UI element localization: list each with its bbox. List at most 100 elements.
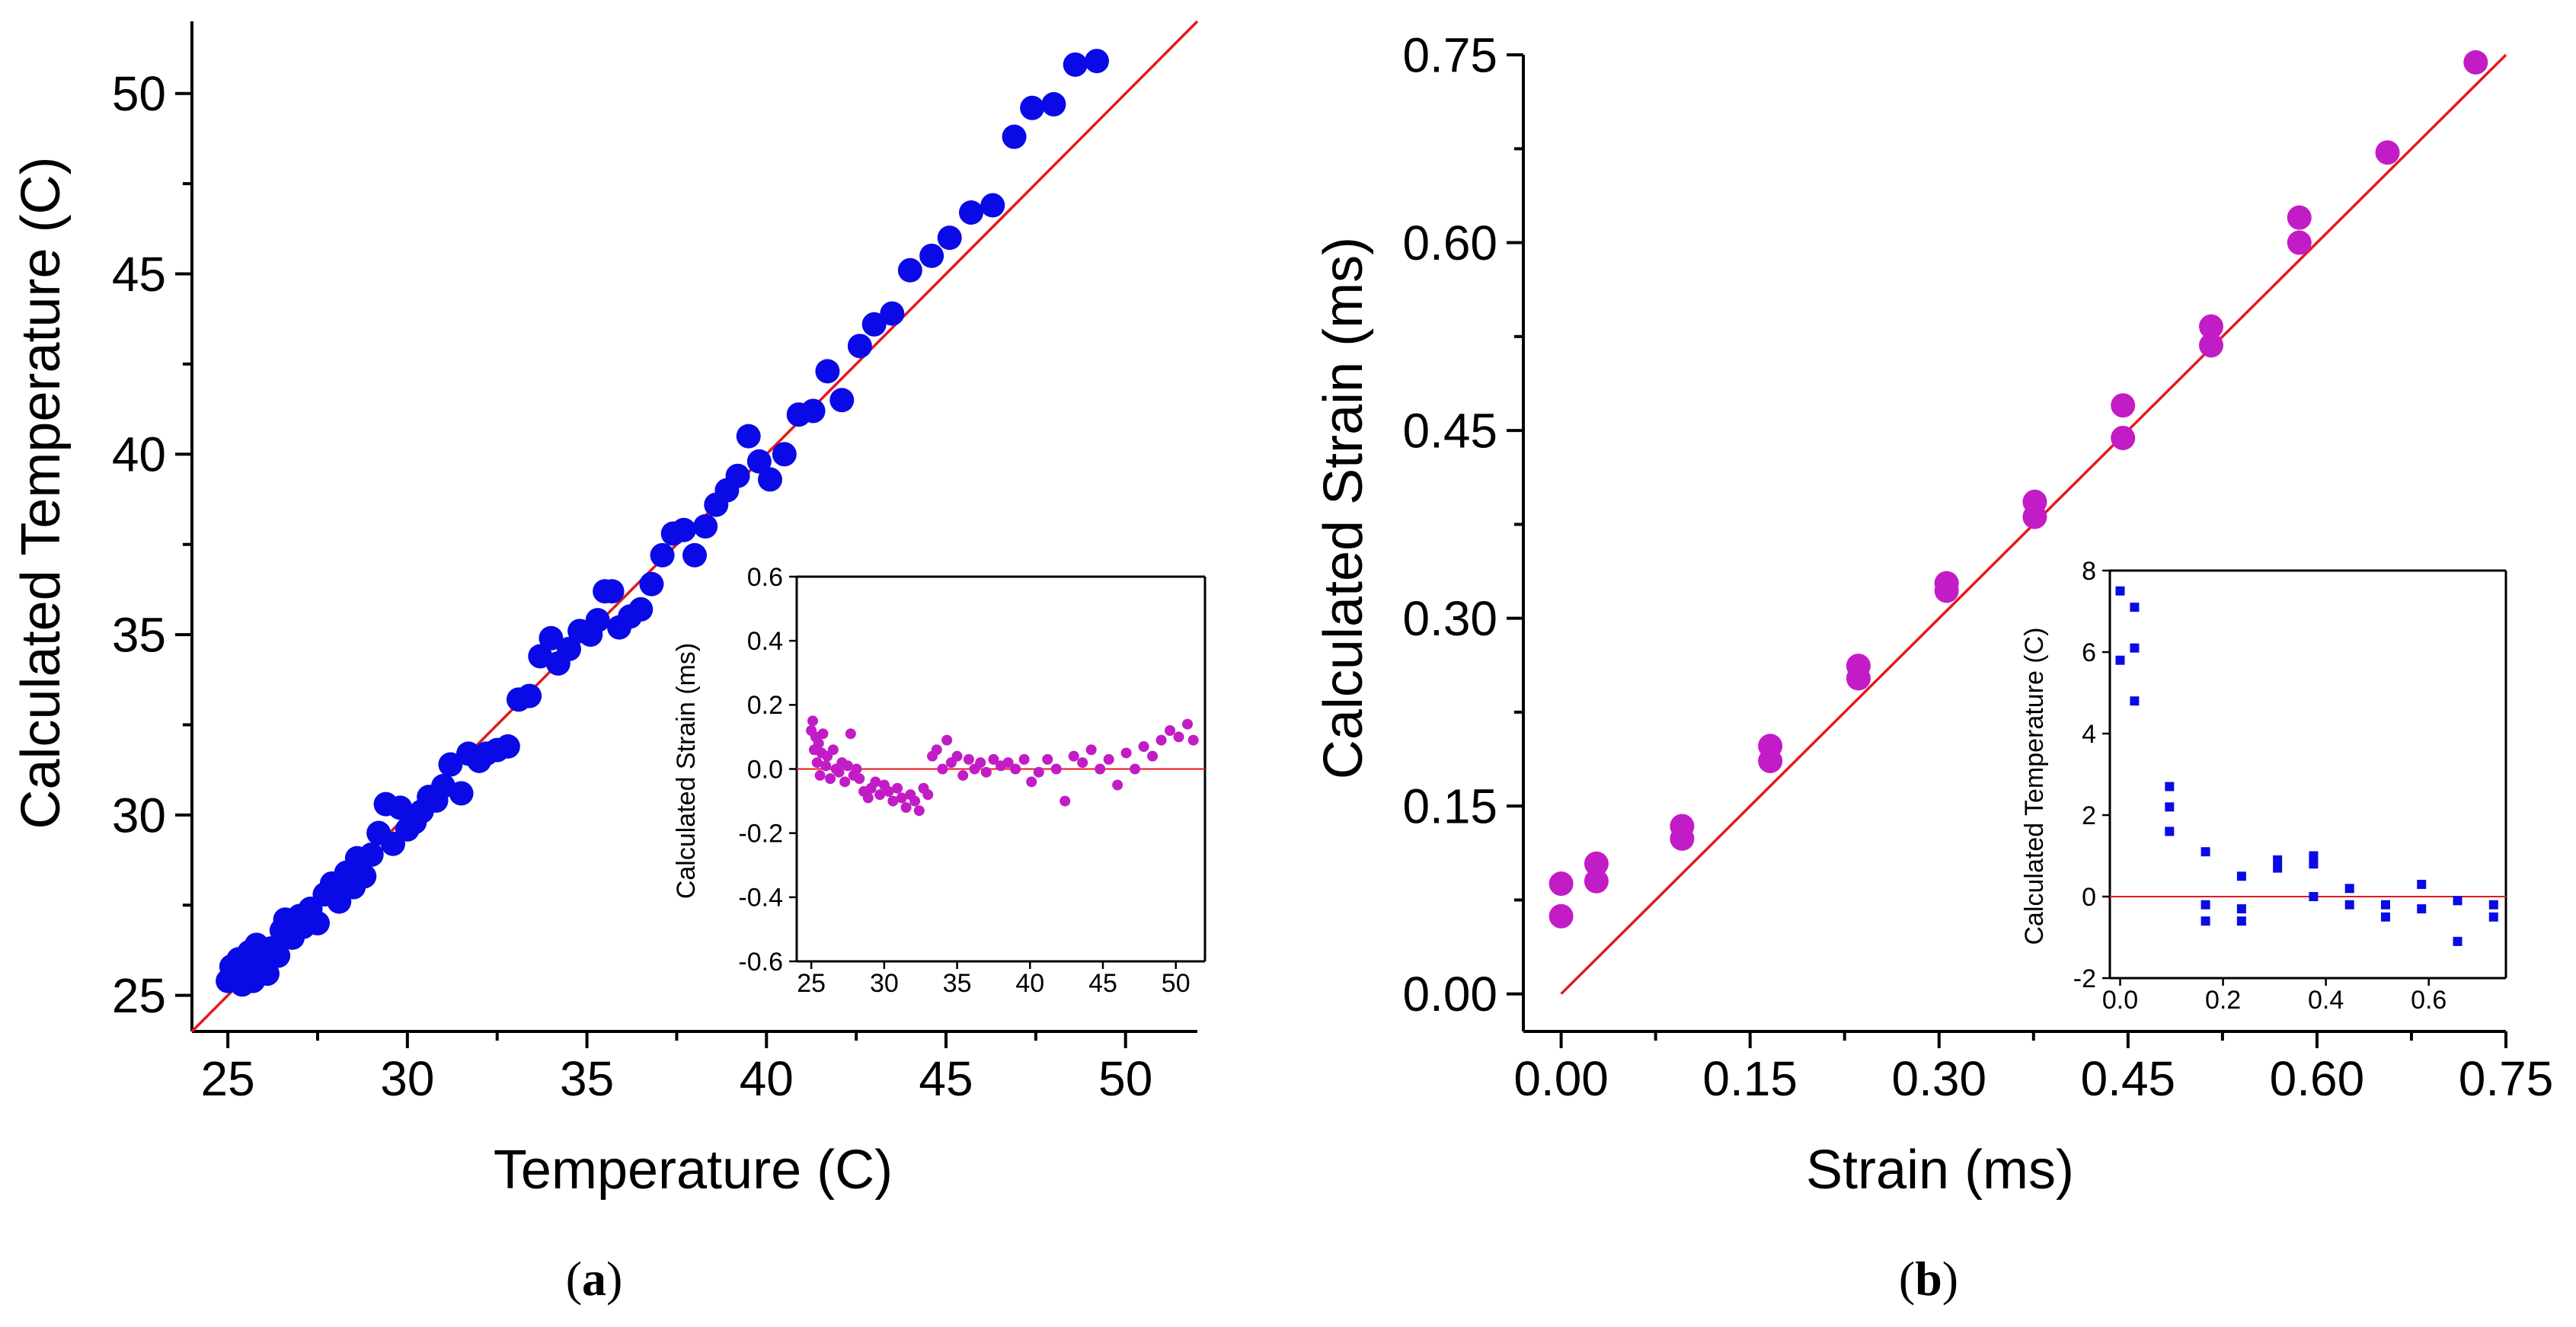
panel-a-y-tick-label: 40 — [112, 427, 166, 482]
inset-a-data-point — [839, 776, 851, 788]
inset-a-data-point — [883, 785, 894, 797]
panel-b-caption: (b) — [1899, 1252, 1958, 1306]
inset-a-data-point — [1026, 776, 1037, 788]
inset-a-x-tick-label: 40 — [1015, 969, 1044, 998]
inset-b-data-point — [2273, 855, 2283, 865]
inset-a-data-point — [1077, 757, 1088, 769]
panel-a-data-point — [305, 910, 330, 935]
inset-a-data-point — [870, 776, 881, 788]
panel-a-data-point — [1085, 49, 1109, 74]
panel-a-y-tick-label: 35 — [112, 607, 166, 662]
panel-b-data-point — [2111, 425, 2136, 450]
panel-a-data-point — [1041, 91, 1066, 117]
panel-a-x-tick-label: 50 — [1098, 1051, 1152, 1106]
inset-a-x-tick-label: 45 — [1088, 969, 1117, 998]
panel-a-y-tick-label: 50 — [112, 66, 166, 121]
inset-a-data-point — [842, 760, 853, 772]
inset-a-data-point — [820, 760, 832, 772]
inset-a-data-point — [854, 773, 865, 785]
panel-a-data-point — [937, 225, 962, 251]
panel-a-data-point — [693, 514, 718, 539]
panel-a-caption: (a) — [566, 1252, 623, 1306]
panel-a-data-point — [255, 961, 280, 986]
panel-a-data-point — [1063, 52, 1088, 77]
panel-a-data-point — [897, 257, 922, 283]
panel-a-data-point — [599, 579, 625, 604]
panel-a-caption-open: ( — [566, 1252, 582, 1306]
panel-a-data-point — [919, 243, 944, 268]
inset-b-data-point — [2380, 912, 2390, 922]
inset-b-x-tick-label: 0.2 — [2205, 986, 2241, 1015]
panel-b-data-point — [1758, 748, 1783, 773]
panel-a-data-point — [671, 517, 696, 542]
inset-a-y-tick-label: 0.2 — [747, 691, 783, 720]
panel-a-data-point — [758, 467, 782, 492]
inset-a-data-point — [817, 728, 829, 740]
inset-b-data-point — [2115, 586, 2125, 596]
inset-a-data-point — [825, 773, 836, 785]
inset-a-data-point — [941, 734, 953, 746]
inset-a-y-tick-label: -0.2 — [738, 820, 783, 849]
inset-a-data-point — [1103, 753, 1114, 765]
panel-b-x-tick-label: 0.45 — [2081, 1051, 2176, 1106]
inset-b-data-point — [2488, 912, 2498, 922]
panel-a-data-point — [628, 596, 654, 622]
panel-b-data-point — [1548, 903, 1574, 929]
panel-a-data-point — [1020, 95, 1045, 120]
panel-b-data-point — [1584, 851, 1609, 876]
inset-a-data-point — [1085, 744, 1097, 756]
inset-b-y-tick-label: -2 — [2073, 964, 2096, 993]
inset-a-data-point — [1182, 718, 1194, 730]
panel-a-data-point — [495, 734, 520, 759]
inset-a-data-point — [811, 757, 823, 769]
panel-a-data-point — [880, 301, 905, 326]
panel-b-xlabel: Strain (ms) — [1806, 1140, 2074, 1201]
panel-b-data-point — [1548, 871, 1574, 897]
panel-b-y-tick-label: 0.00 — [1402, 967, 1497, 1022]
panel-a-data-point — [847, 334, 872, 359]
panel-b-inset: Calculated Temperature (C) 0.0 0.2 0.4 0.6 8… — [2020, 557, 2507, 1015]
panel-b-data-point — [2111, 393, 2136, 418]
inset-a-data-point — [913, 805, 925, 817]
inset-a-data-point — [980, 766, 992, 778]
inset-a-y-tick-label: 0.6 — [747, 563, 783, 592]
panel-a-data-point — [449, 781, 474, 806]
inset-a-data-point — [951, 750, 963, 762]
panel-b-x-tick-label: 0.30 — [1891, 1051, 1986, 1106]
panel-b-y-tick-label: 0.30 — [1402, 591, 1497, 646]
panel-a-data-point — [266, 943, 291, 968]
inset-b-y-tick-label: 4 — [2082, 720, 2096, 749]
panel-b-data-point — [1934, 578, 1959, 603]
inset-b-x-tick-label: 0.0 — [2102, 986, 2138, 1015]
panel-a-data-point — [585, 608, 610, 633]
panel-b-y-tick-label: 0.15 — [1402, 779, 1497, 834]
inset-a-data-point — [1130, 763, 1141, 775]
inset-a-data-point — [1042, 753, 1053, 765]
panel-a-data-point — [682, 542, 707, 568]
inset-b-data-point — [2344, 884, 2354, 894]
inset-a-data-point — [851, 763, 862, 775]
panel-b-data-point — [1846, 666, 1871, 691]
inset-b-data-point — [2200, 916, 2210, 926]
panel-a-y-tick-label: 30 — [112, 788, 166, 843]
inset-b-data-point — [2200, 847, 2210, 857]
inset-a-data-point — [963, 753, 974, 765]
inset-a-data-point — [874, 789, 886, 801]
panel-a-data-point — [438, 752, 463, 777]
inset-a-ylabel: Calculated Strain (ms) — [672, 643, 701, 899]
inset-b-y-tick-label: 2 — [2082, 801, 2096, 830]
inset-b-data-point — [2130, 643, 2140, 653]
panel-b-ylabel: Calculated Strain (ms) — [1313, 237, 1374, 779]
inset-a-x-tick-label: 25 — [797, 969, 826, 998]
inset-a-data-point — [813, 737, 824, 749]
inset-b-ylabel: Calculated Temperature (C) — [2020, 628, 2049, 945]
inset-b-x-tick-label: 0.6 — [2411, 986, 2447, 1015]
inset-a-data-point — [957, 769, 969, 781]
panel-a-data-point — [639, 571, 664, 596]
panel-b-caption-open: ( — [1899, 1252, 1915, 1306]
inset-a-x-tick-label: 50 — [1162, 969, 1191, 998]
panel-a-xlabel: Temperature (C) — [494, 1140, 893, 1201]
inset-b-data-point — [2344, 900, 2354, 910]
inset-a-data-point — [1165, 725, 1176, 736]
